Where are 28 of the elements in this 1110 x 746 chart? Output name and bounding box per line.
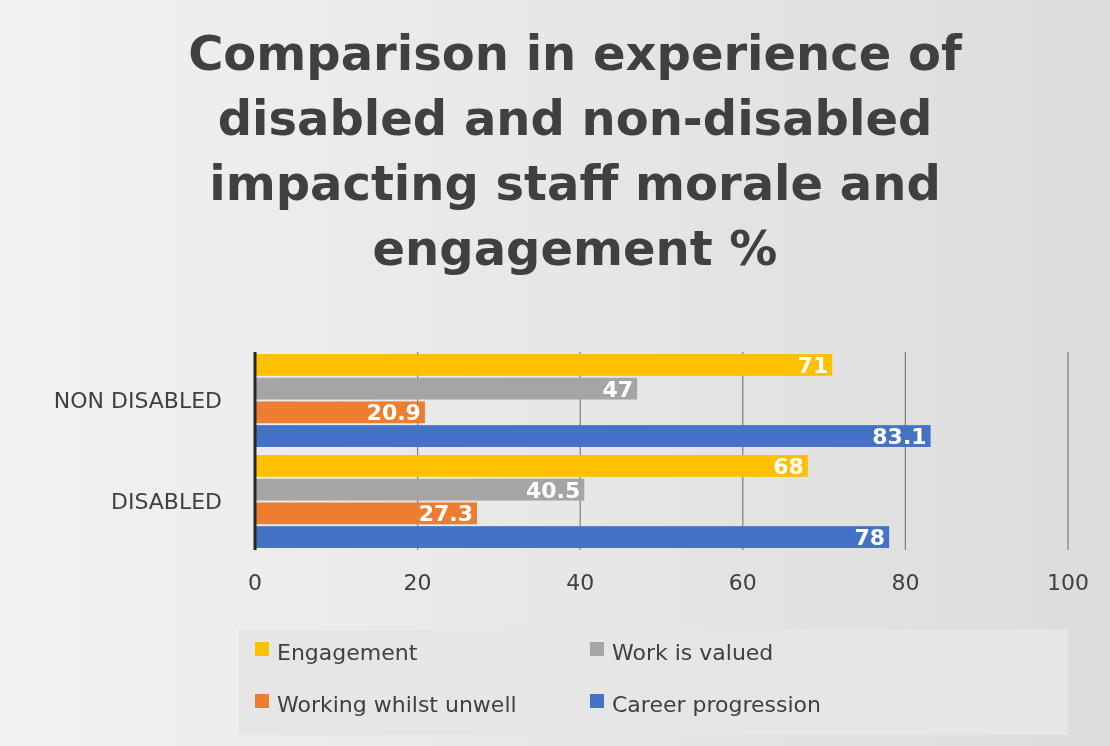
bar <box>255 455 808 477</box>
x-tick-label: 80 <box>891 570 920 595</box>
legend-label: Career progression <box>612 692 821 717</box>
x-tick-label: 40 <box>566 570 595 595</box>
data-label: 40.5 <box>525 477 581 503</box>
x-tick-label: 60 <box>728 570 757 595</box>
bar <box>255 425 931 447</box>
bar <box>255 502 477 525</box>
data-label: 83.1 <box>872 423 927 449</box>
x-tick-label: 0 <box>248 570 262 595</box>
data-label: 20.9 <box>366 400 421 426</box>
data-label: 71 <box>797 352 829 378</box>
legend-label: Engagement <box>277 640 418 665</box>
x-tick-label: 20 <box>403 570 432 595</box>
bar <box>255 354 833 376</box>
x-tick-label: 100 <box>1047 570 1089 595</box>
data-label: 27.3 <box>418 501 473 527</box>
data-label: 47 <box>602 376 634 402</box>
bar <box>255 478 585 501</box>
y-tick-label: DISABLED <box>110 489 222 515</box>
data-label: 78 <box>854 524 886 550</box>
bar <box>255 526 890 548</box>
y-tick-label: NON DISABLED <box>53 388 222 414</box>
data-label: 68 <box>773 453 804 479</box>
legend-label: Work is valued <box>612 640 774 665</box>
chart-title: Comparison in experience of disabled and non-disabled impacting staff morale and engagement % <box>188 25 963 276</box>
bar <box>255 377 638 400</box>
legend-label: Working whilst unwell <box>277 692 517 717</box>
